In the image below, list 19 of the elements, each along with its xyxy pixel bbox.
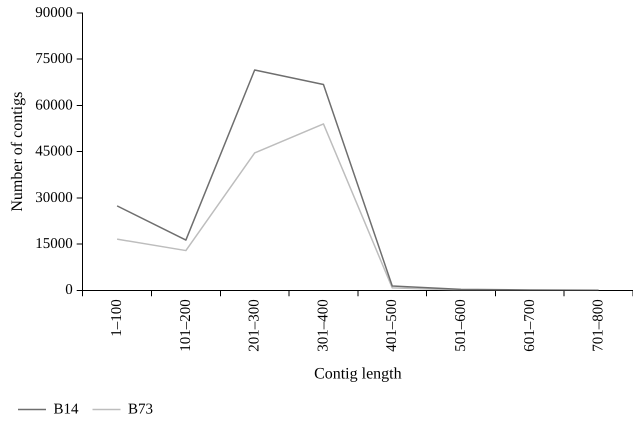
x-tick-label: 701–800 [590,299,607,352]
x-tick-label: 401–500 [384,299,400,352]
x-tick-label: 301–400 [315,299,332,352]
x-tick-label: 601–700 [522,299,538,352]
x-tick-label: 1–100 [109,299,126,337]
y-tick-label: 45000 [35,144,73,160]
y-tick-label: 75000 [35,51,73,68]
x-axis-title: Contig length [314,366,402,383]
y-tick-label: 60000 [35,97,73,114]
y-tick-label: 15000 [35,236,73,252]
y-tick-label: 0 [65,282,73,298]
legend-label: B14 [54,401,80,418]
legend-label: B73 [128,401,154,418]
x-tick-label: 201–300 [246,299,263,352]
x-tick-label: 101–200 [178,299,194,352]
y-axis-title: Number of contigs [8,92,26,212]
x-tick-label: 501–600 [452,299,469,352]
y-tick-label: 90000 [35,4,73,21]
y-tick-label: 30000 [35,190,73,206]
